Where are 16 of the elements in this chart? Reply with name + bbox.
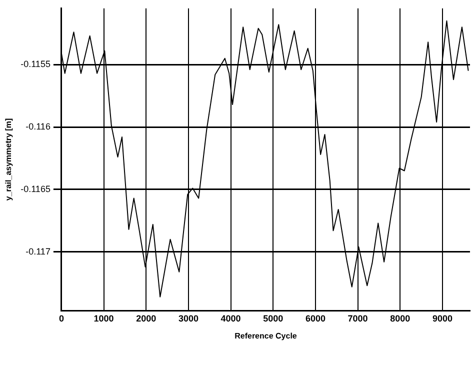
x-tick-label: 8000 bbox=[390, 313, 410, 324]
x-tick-label: 9000 bbox=[432, 313, 452, 324]
y-axis-title: y_rail_asymmetry [m] bbox=[4, 118, 14, 201]
x-tick-label: 6000 bbox=[305, 313, 326, 324]
y-tick-label: -0.117 bbox=[26, 246, 50, 256]
x-tick-label: 0 bbox=[58, 313, 64, 324]
x-tick-label: 4000 bbox=[220, 313, 241, 324]
y-tick-label: -0.1155 bbox=[20, 59, 50, 70]
x-tick-label: 3000 bbox=[178, 313, 198, 324]
x-tick-label: 1000 bbox=[94, 313, 114, 324]
y-tick-label: -0.1165 bbox=[20, 184, 50, 194]
x-tick-label: 7000 bbox=[348, 313, 368, 324]
x-axis-title: Reference Cycle bbox=[234, 331, 298, 340]
x-tick-label: 5000 bbox=[263, 313, 284, 324]
y-tick-label: -0.116 bbox=[26, 122, 50, 132]
x-tick-label: 2000 bbox=[136, 313, 156, 324]
